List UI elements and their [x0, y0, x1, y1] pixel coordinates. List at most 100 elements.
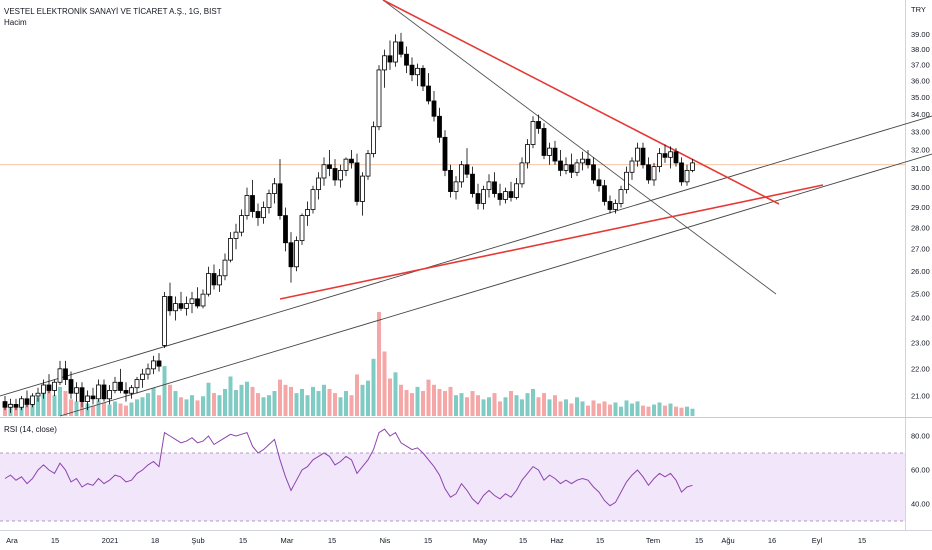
candlesticks[interactable]: [2, 32, 695, 413]
price-axis-label: 21.00: [911, 392, 930, 401]
candle: [563, 157, 569, 175]
volume-bar: [74, 401, 79, 416]
volume-bar: [624, 400, 629, 416]
candle: [90, 387, 96, 405]
candle-body: [294, 240, 299, 268]
candle: [354, 153, 360, 206]
candle-body: [365, 153, 371, 177]
candle-body: [404, 53, 409, 66]
volume-bar: [41, 393, 46, 416]
candle-body: [123, 390, 129, 394]
price-axis-label: 22.00: [911, 364, 930, 373]
candle: [635, 142, 640, 167]
candle: [464, 148, 470, 179]
volume-bar: [234, 390, 238, 416]
candle-body: [85, 395, 90, 402]
volume-bar: [619, 406, 623, 416]
candle-body: [96, 384, 101, 400]
candle: [459, 161, 464, 188]
volume-bar: [498, 401, 502, 416]
price-axis-label: 36.00: [911, 77, 930, 86]
candle: [2, 396, 8, 411]
rsi-legend: RSI (14, close): [4, 425, 57, 434]
volume-bar: [415, 386, 420, 416]
time-axis-label: 15: [424, 536, 432, 545]
candle-body: [442, 136, 448, 171]
volume-bar: [520, 399, 524, 416]
volume-bar: [426, 379, 431, 416]
volume-bar: [663, 405, 667, 416]
volume-bar: [316, 391, 321, 416]
volume-bar: [377, 312, 381, 416]
time-axis-label: 15: [519, 536, 527, 545]
candle: [123, 382, 129, 402]
candle-body: [332, 168, 338, 181]
candle: [283, 207, 288, 252]
volume-bar: [267, 395, 271, 416]
candle-body: [580, 158, 585, 164]
candle-body: [162, 296, 167, 346]
candle-body: [35, 392, 41, 397]
price-axis-label: 38.00: [911, 45, 930, 54]
candle: [349, 149, 354, 169]
volume-bar: [333, 393, 337, 416]
volume-bar: [173, 391, 178, 416]
candle: [514, 178, 519, 200]
volume-bar: [47, 390, 51, 416]
candle: [288, 232, 294, 283]
candle-body: [503, 191, 508, 200]
volume-bar: [382, 351, 387, 416]
volume-bar: [135, 399, 139, 416]
candle-body: [217, 275, 222, 286]
candle-body: [360, 175, 365, 202]
candle-body: [46, 384, 52, 391]
candle-body: [52, 381, 57, 391]
candle: [365, 149, 371, 180]
candle-body: [596, 179, 602, 187]
candle: [651, 162, 657, 186]
price-axis-label: 31.00: [911, 164, 930, 173]
time-axis-label: May: [473, 536, 487, 545]
candle: [360, 172, 365, 216]
volume-bar: [157, 395, 161, 416]
candle: [85, 390, 90, 411]
candle: [30, 393, 35, 408]
price-axis-label: 35.00: [911, 93, 930, 102]
candle: [569, 153, 574, 179]
time-axis-label: 15: [239, 536, 247, 545]
candle: [332, 159, 338, 186]
volume-bar: [586, 405, 590, 416]
candle: [387, 40, 393, 70]
candle: [492, 172, 497, 198]
volume-bar: [536, 397, 541, 416]
candle: [277, 159, 283, 220]
volume-bar: [151, 387, 156, 416]
price-axis-label: 26.00: [911, 267, 930, 276]
candle-body: [624, 171, 629, 191]
price-axis-label: 24.00: [911, 314, 930, 323]
candle-body: [387, 55, 393, 63]
candle-body: [569, 164, 574, 173]
volume-bar: [410, 393, 414, 416]
trendlines[interactable]: [0, 0, 932, 417]
volume-bar: [360, 384, 365, 416]
candle-body: [635, 147, 640, 162]
candle-body: [195, 298, 200, 307]
candle: [211, 264, 217, 290]
price-axis-label: 34.00: [911, 110, 930, 119]
volume-bar: [674, 406, 678, 416]
candle-body: [277, 183, 283, 216]
candle-body: [349, 158, 354, 164]
price-axis-label: 30.00: [911, 183, 930, 192]
volume-bar: [492, 393, 497, 416]
candle-body: [316, 177, 321, 191]
candle-body: [376, 69, 382, 128]
candle-body: [299, 215, 305, 242]
candle-body: [382, 55, 387, 71]
volume-bar: [162, 366, 167, 416]
candle: [591, 157, 596, 184]
rsi-axis-label: 80.00: [911, 432, 930, 441]
volume-bar: [580, 401, 585, 416]
candle: [294, 236, 299, 272]
